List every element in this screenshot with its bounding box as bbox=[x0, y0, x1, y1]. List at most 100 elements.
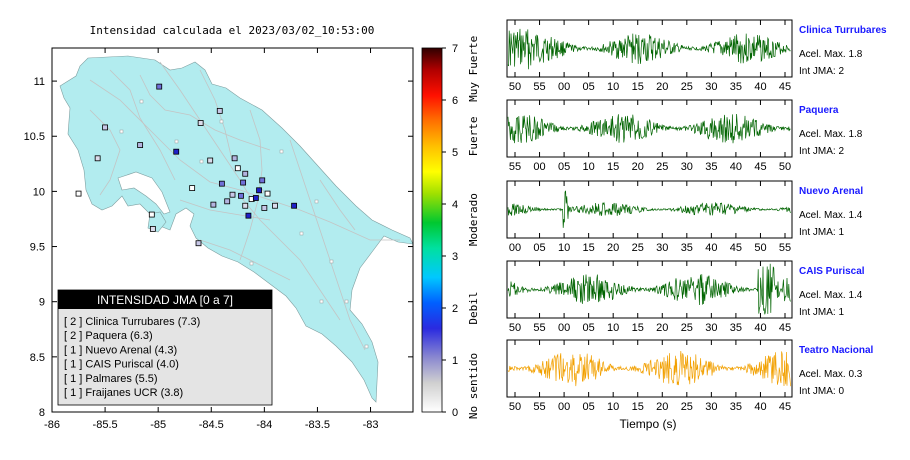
waveform-panel: 00 05 10 15 20 25 30 35 40 45 50 55 Nuevo Arenal Acel… bbox=[506, 180, 863, 254]
peak-acceleration: Acel. Max. 1.8 bbox=[799, 129, 863, 140]
waveform-panel: 55 00 05 10 15 20 25 30 35 40 45 50 Paquera Acel. Max… bbox=[506, 99, 863, 173]
map-xtick-label: -85 bbox=[150, 419, 166, 431]
waveform-tick-label: 10 bbox=[607, 401, 619, 413]
colorbar-class-label: Moderado bbox=[467, 193, 480, 246]
waveform-tick-label: 40 bbox=[705, 242, 717, 254]
waveform-tick-label: 25 bbox=[681, 322, 693, 334]
waveform-tick-label: 25 bbox=[656, 161, 668, 173]
waveform-tick-label: 55 bbox=[533, 322, 545, 334]
waveform-tick-label: 15 bbox=[607, 161, 619, 173]
map-ytick-label: 9.5 bbox=[30, 242, 45, 254]
station-marker bbox=[137, 142, 144, 148]
colorbar-class-label: Muy Fuerte bbox=[467, 36, 480, 102]
waveform-tick-label: 35 bbox=[730, 322, 742, 334]
colorbar-class-label: Debil bbox=[467, 291, 480, 324]
station-marker bbox=[234, 165, 241, 172]
waveform-tick-label: 20 bbox=[656, 322, 668, 334]
station-marker bbox=[207, 157, 214, 164]
jma-intensity: Int JMA: 2 bbox=[799, 146, 844, 157]
waveform-tick-label: 45 bbox=[730, 242, 742, 254]
colorbar-scale bbox=[421, 47, 443, 413]
waveform-tick-label: 40 bbox=[754, 322, 766, 334]
colorbar-class-label: Fuerte bbox=[467, 117, 480, 157]
waveform-tick-label: 10 bbox=[583, 161, 595, 173]
waveform-trace bbox=[507, 190, 791, 228]
station-marker bbox=[242, 202, 249, 209]
station-marker bbox=[291, 202, 297, 209]
waveform-tick-label: 20 bbox=[607, 242, 619, 254]
station-marker bbox=[216, 107, 223, 114]
station-name: Paquera bbox=[799, 105, 839, 116]
jma-intensity: Int JMA: 2 bbox=[799, 66, 844, 77]
station-markers bbox=[75, 83, 297, 247]
waveform-tick-label: 50 bbox=[754, 242, 766, 254]
map-title: Intensidad calculada el 2023/03/02_10:53… bbox=[90, 24, 375, 37]
colorbar-tick-label: 7 bbox=[452, 43, 458, 55]
colorbar-tick-label: 5 bbox=[452, 147, 458, 159]
waveform-tick-label: 45 bbox=[754, 161, 766, 173]
waveform-tick-label: 10 bbox=[607, 81, 619, 93]
station-marker bbox=[189, 185, 196, 191]
station-marker bbox=[264, 190, 271, 197]
waveform-tick-label: 30 bbox=[705, 401, 717, 413]
station-marker bbox=[94, 155, 101, 162]
station-marker bbox=[149, 225, 156, 232]
colorbar-tick-label: 2 bbox=[452, 303, 458, 315]
map-ytick-label: 8.5 bbox=[30, 352, 45, 364]
waveform-tick-label: 25 bbox=[632, 242, 644, 254]
nicoya-gulf bbox=[117, 171, 171, 215]
waveform-tick-label: 20 bbox=[656, 81, 668, 93]
station-marker bbox=[224, 198, 231, 205]
map-xtick-label: -86 bbox=[44, 419, 60, 431]
colorbar-tick-label: 3 bbox=[452, 251, 458, 263]
waveform-tick-label: 55 bbox=[779, 242, 791, 254]
waveform-frame bbox=[506, 260, 793, 319]
station-name: Teatro Nacional bbox=[799, 345, 873, 356]
map-ytick-label: 8 bbox=[39, 407, 45, 419]
station-marker bbox=[75, 190, 82, 197]
colorbar-tick-label: 4 bbox=[452, 199, 458, 211]
waveform-tick-label: 30 bbox=[681, 161, 693, 173]
waveform-tick-label: 00 bbox=[509, 242, 521, 254]
waveform-tick-label: 50 bbox=[509, 401, 521, 413]
legend-row: [ 1 ] Fraijanes UCR (3.8) bbox=[64, 387, 183, 399]
station-marker bbox=[156, 83, 163, 90]
legend-row: [ 1 ] CAIS Puriscal (4.0) bbox=[64, 359, 179, 371]
waveform-tick-label: 05 bbox=[558, 161, 570, 173]
map-ytick-label: 10 bbox=[33, 186, 45, 198]
waveform-tick-label: 40 bbox=[754, 401, 766, 413]
station-name: Clinica Turrubares bbox=[799, 25, 887, 36]
waveform-tick-label: 35 bbox=[705, 161, 717, 173]
intensity-colorbar: 0 1 2 3 4 5 6 7 No sentido Debil Moderado Fuerte Mu… bbox=[421, 36, 480, 419]
waveform-tick-label: 45 bbox=[779, 401, 791, 413]
waveform-tick-label: 35 bbox=[730, 81, 742, 93]
colorbar-tick-label: 0 bbox=[452, 407, 458, 419]
station-marker bbox=[173, 148, 180, 155]
station-marker bbox=[242, 170, 249, 177]
map-xtick-label: -84.5 bbox=[199, 419, 224, 431]
waveform-tick-label: 00 bbox=[533, 161, 545, 173]
station-marker bbox=[148, 211, 155, 218]
station-marker bbox=[197, 120, 204, 126]
waveform-tick-label: 40 bbox=[754, 81, 766, 93]
waveform-trace bbox=[507, 28, 791, 70]
waveform-panel: 50 55 00 05 10 15 20 25 30 35 40 45 Teatro Nacional A… bbox=[506, 339, 873, 413]
colorbar-tick-label: 6 bbox=[452, 95, 458, 107]
waveform-tick-label: 05 bbox=[583, 322, 595, 334]
costa-rica-land bbox=[59, 55, 413, 403]
station-marker bbox=[259, 177, 266, 184]
map-xtick-label: -84 bbox=[256, 419, 272, 431]
jma-intensity: Int JMA: 1 bbox=[799, 227, 844, 238]
station-marker bbox=[240, 179, 247, 186]
waveform-tick-label: 00 bbox=[558, 81, 570, 93]
map-ytick-label: 9 bbox=[39, 297, 45, 309]
jma-intensity: Int JMA: 1 bbox=[799, 307, 844, 318]
waveform-tick-label: 30 bbox=[656, 242, 668, 254]
road-network bbox=[89, 61, 400, 351]
map-ytick-label: 11 bbox=[34, 76, 45, 88]
waveform-tick-label: 25 bbox=[681, 401, 693, 413]
waveform-tick-label: 15 bbox=[632, 81, 644, 93]
peak-acceleration: Acel. Max. 1.8 bbox=[799, 49, 863, 60]
waveform-tick-label: 00 bbox=[558, 322, 570, 334]
waveform-tick-label: 15 bbox=[632, 401, 644, 413]
